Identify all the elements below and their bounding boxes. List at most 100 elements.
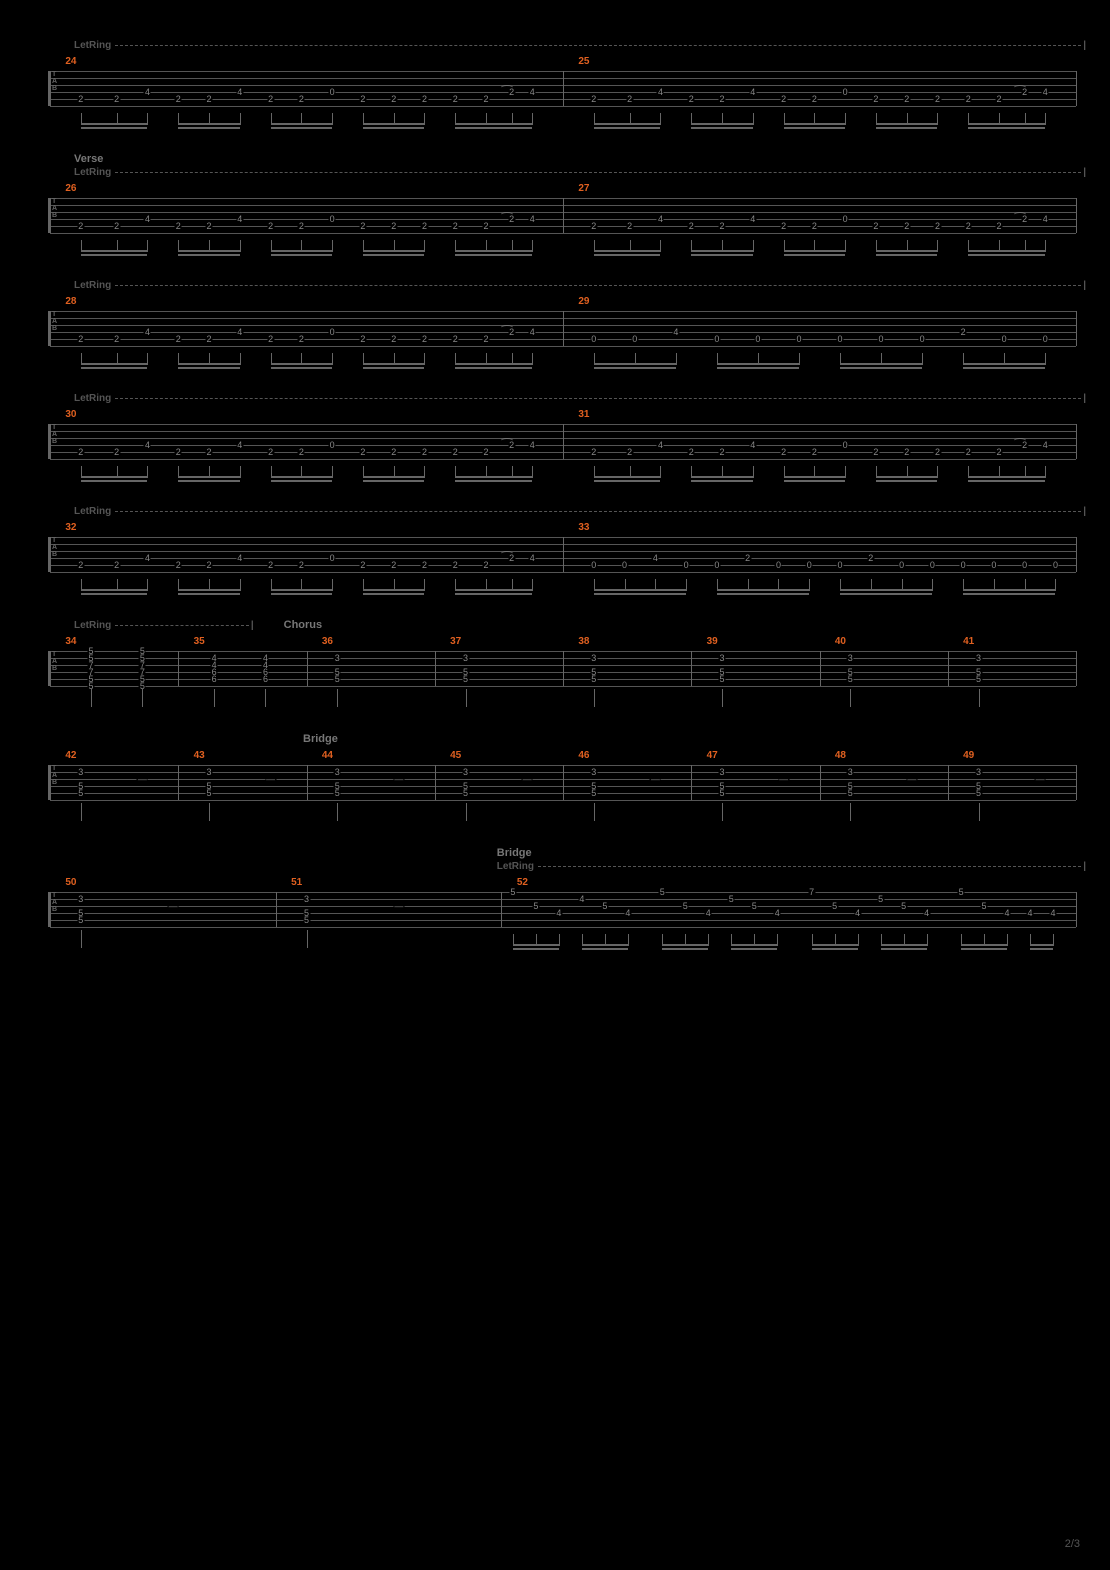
tablature-sheet: LetRing|TAB24252242242202222224224224220… (24, 40, 1086, 954)
fret-number: 0 (329, 88, 336, 96)
fret-number: 3 (334, 768, 341, 776)
fret-number: 2 (590, 222, 597, 230)
let-ring-marking: LetRing| (74, 393, 1086, 404)
fret-number: 4 (854, 909, 861, 917)
fret-number: 5 (728, 895, 735, 903)
fret-number: 2 (390, 448, 397, 456)
fret-number: 3 (462, 654, 469, 662)
fret-number: 2 (903, 448, 910, 456)
tab-clef: TAB (52, 311, 57, 332)
measure-number: 27 (578, 183, 589, 194)
measure-number: 47 (707, 750, 718, 761)
measure-number: 25 (578, 56, 589, 67)
fret-number: 4 (657, 441, 664, 449)
measure-number: 24 (65, 56, 76, 67)
fret-number: 2 (113, 335, 120, 343)
fret-number: 2 (267, 561, 274, 569)
measure-number: 52 (517, 877, 528, 888)
fret-number: 4 (144, 554, 151, 562)
fret-number: 2 (872, 95, 879, 103)
fret-number: 2 (872, 448, 879, 456)
fret-number: 2 (903, 222, 910, 230)
fret-number: 0 (929, 561, 936, 569)
fret-number: 0 (1052, 561, 1059, 569)
fret-number: 2 (744, 554, 751, 562)
fret-number: 2 (965, 95, 972, 103)
fret-number: 2 (390, 222, 397, 230)
fret-number: 2 (267, 335, 274, 343)
fret-number: 5 (334, 789, 341, 797)
page-number: 2/3 (1065, 1538, 1080, 1550)
fret-number: 5 (462, 675, 469, 683)
fret-number: 4 (672, 328, 679, 336)
fret-number: 2 (872, 222, 879, 230)
fret-number: 2 (77, 222, 84, 230)
fret-number: 5 (847, 789, 854, 797)
fret-number: 2 (626, 222, 633, 230)
fret-number: 2 (452, 95, 459, 103)
fret-number: 3 (975, 768, 982, 776)
measure-number: 41 (963, 636, 974, 647)
fret-number: 2 (421, 222, 428, 230)
fret-number: 3 (719, 768, 726, 776)
fret-number: 4 (657, 215, 664, 223)
section-label: Verse (74, 153, 1086, 165)
fret-number: 5 (719, 675, 726, 683)
fret-number: 2 (590, 95, 597, 103)
fret-number: 0 (713, 335, 720, 343)
section-label: Bridge (497, 847, 1086, 859)
fret-number: 2 (421, 95, 428, 103)
fret-number: 2 (206, 95, 213, 103)
fret-number: 4 (529, 88, 536, 96)
fret-number: 4 (624, 909, 631, 917)
fret-number: 2 (780, 448, 787, 456)
measure-number: 43 (194, 750, 205, 761)
fret-number: 2 (206, 561, 213, 569)
fret-number: 0 (590, 561, 597, 569)
fret-number: 4 (1042, 441, 1049, 449)
fret-number: 2 (77, 448, 84, 456)
fret-number: 5 (303, 916, 310, 924)
fret-number: 2 (483, 448, 490, 456)
tab-clef: TAB (52, 651, 57, 672)
fret-number: 3 (590, 768, 597, 776)
fret-number: 2 (113, 561, 120, 569)
fret-number: 2 (811, 448, 818, 456)
fret-number: 5 (682, 902, 689, 910)
fret-number: 2 (390, 95, 397, 103)
fret-number: 2 (267, 222, 274, 230)
fret-number: 0 (329, 215, 336, 223)
measure-number: 32 (65, 522, 76, 533)
fret-number: 5 (877, 895, 884, 903)
tab-system: LetRing|ChorusTAB34353637383940415577555… (24, 619, 1086, 713)
tab-clef: TAB (52, 198, 57, 219)
fret-number: 2 (626, 95, 633, 103)
measure-number: 40 (835, 636, 846, 647)
fret-number: 0 (960, 561, 967, 569)
fret-number: 4 (1042, 88, 1049, 96)
fret-number: 0 (329, 554, 336, 562)
fret-number: 6 (211, 675, 218, 683)
fret-number: 4 (529, 215, 536, 223)
measure-number: 33 (578, 522, 589, 533)
fret-number: 0 (1001, 335, 1008, 343)
tab-system: LetRing|TAB24252242242202222224224224220… (24, 40, 1086, 133)
tab-system: BridgeTAB4243444546474849355—355—355—355… (24, 733, 1086, 827)
fret-number: 3 (334, 654, 341, 662)
fret-number: 2 (934, 95, 941, 103)
fret-number: 0 (806, 561, 813, 569)
fret-number: 2 (483, 561, 490, 569)
fret-number: 0 (683, 561, 690, 569)
fret-number: 4 (236, 88, 243, 96)
fret-number: 2 (298, 448, 305, 456)
fret-number: 2 (483, 95, 490, 103)
fret-number: 3 (462, 768, 469, 776)
fret-number: 0 (329, 441, 336, 449)
fret-number: 3 (77, 768, 84, 776)
fret-number: 4 (236, 554, 243, 562)
fret-number: 2 (626, 448, 633, 456)
tab-system: LetRing|TAB28292242242202222224004000000… (24, 280, 1086, 373)
fret-number: 4 (1050, 909, 1057, 917)
fret-number: 0 (837, 335, 844, 343)
measure-number: 44 (322, 750, 333, 761)
